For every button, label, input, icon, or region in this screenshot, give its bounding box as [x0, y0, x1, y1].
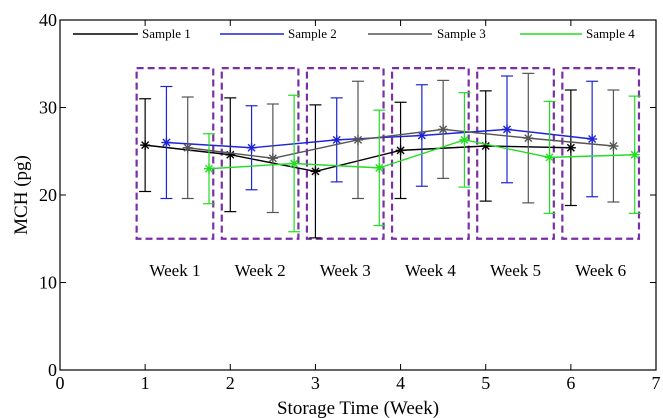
week-label: Week 4: [405, 261, 457, 280]
marker-stroke: [311, 167, 320, 176]
x-tick-label: 6: [566, 373, 575, 393]
week-box: [390, 67, 470, 240]
marker-stroke: [226, 150, 235, 159]
marker-stroke: [545, 153, 554, 162]
x-tick-label: 7: [652, 373, 661, 393]
data-point: [161, 137, 172, 148]
x-tick-label: 3: [311, 373, 320, 393]
data-point: [331, 134, 342, 145]
week-label: Week 5: [490, 261, 541, 280]
y-axis-title: MCH (pg): [11, 155, 32, 235]
marker-stroke: [588, 134, 597, 144]
week-box: [561, 67, 641, 240]
y-tick-label: 30: [39, 98, 57, 118]
data-point: [310, 166, 321, 177]
x-tick-label: 1: [141, 373, 150, 393]
y-tick-label: 0: [48, 360, 57, 380]
data-point: [395, 145, 406, 156]
data-point: [353, 134, 363, 145]
y-tick-label: 40: [39, 10, 57, 30]
week-box: [476, 67, 555, 240]
marker-stroke: [247, 143, 256, 152]
data-point: [459, 134, 470, 145]
week-boxes: Week 1 Week 2 Week 3 Week 4 Week 5 Week 6: [135, 67, 641, 280]
data-point: [289, 158, 300, 169]
y-tick-label: 10: [39, 273, 57, 293]
series-line: [208, 139, 635, 170]
week-label: Week 3: [320, 261, 371, 280]
data-point: [225, 149, 236, 160]
x-tick-label: 4: [396, 373, 405, 393]
data-point: [182, 142, 193, 153]
data-point: [587, 134, 598, 144]
marker-stroke: [524, 134, 533, 143]
data-point: [267, 153, 278, 164]
week-box: [305, 67, 385, 240]
marker-stroke: [460, 135, 469, 144]
week-label: Week 2: [235, 261, 286, 280]
legend-label: Sample 4: [586, 26, 635, 41]
series-layer: [139, 72, 641, 239]
marker-stroke: [566, 143, 575, 152]
marker-stroke: [439, 125, 448, 134]
series-4: [203, 92, 641, 233]
marker-stroke: [396, 146, 405, 155]
data-point: [438, 124, 449, 135]
marker-stroke: [204, 164, 214, 173]
marker-stroke: [290, 159, 299, 168]
marker-stroke: [268, 154, 277, 163]
week-label: Week 6: [575, 261, 626, 280]
series-3: [181, 72, 620, 214]
data-point: [565, 142, 576, 153]
x-tick-label: 2: [226, 373, 235, 393]
marker-stroke: [375, 163, 384, 172]
data-point: [204, 163, 214, 174]
data-point: [416, 130, 427, 141]
data-point: [246, 142, 257, 153]
marker-stroke: [502, 125, 512, 134]
legend-label: Sample 1: [142, 26, 191, 41]
x-axis-title: Storage Time (Week): [277, 398, 439, 418]
series-2: [160, 75, 599, 200]
legend-label: Sample 2: [288, 26, 337, 41]
data-point: [608, 141, 619, 151]
marker-stroke: [417, 131, 426, 140]
data-point: [140, 140, 151, 151]
marker-stroke: [481, 141, 490, 151]
legend: Sample 1 Sample 2 Sample 3 Sample 4: [73, 26, 635, 41]
data-point: [374, 162, 385, 173]
marker-stroke: [353, 135, 363, 144]
data-point: [629, 149, 640, 160]
x-tick-label: 5: [481, 373, 490, 393]
marker-stroke: [630, 150, 639, 159]
week-label: Week 1: [149, 261, 200, 280]
legend-label: Sample 3: [437, 26, 486, 41]
marker-stroke: [162, 138, 171, 147]
data-point: [544, 152, 555, 163]
data-point: [502, 124, 512, 135]
marker-stroke: [141, 141, 150, 150]
week-box: [135, 67, 215, 240]
axis-ticks: 0 1 2 3 4 5 6 7 0 10 20 30 40: [39, 10, 661, 393]
data-point: [480, 141, 491, 151]
y-tick-label: 20: [39, 185, 57, 205]
marker-stroke: [183, 143, 192, 152]
marker-stroke: [332, 135, 341, 144]
data-point: [523, 133, 534, 144]
marker-stroke: [609, 141, 618, 151]
series-line: [187, 128, 614, 159]
x-tick-label: 0: [56, 373, 65, 393]
series-1: [139, 89, 577, 239]
